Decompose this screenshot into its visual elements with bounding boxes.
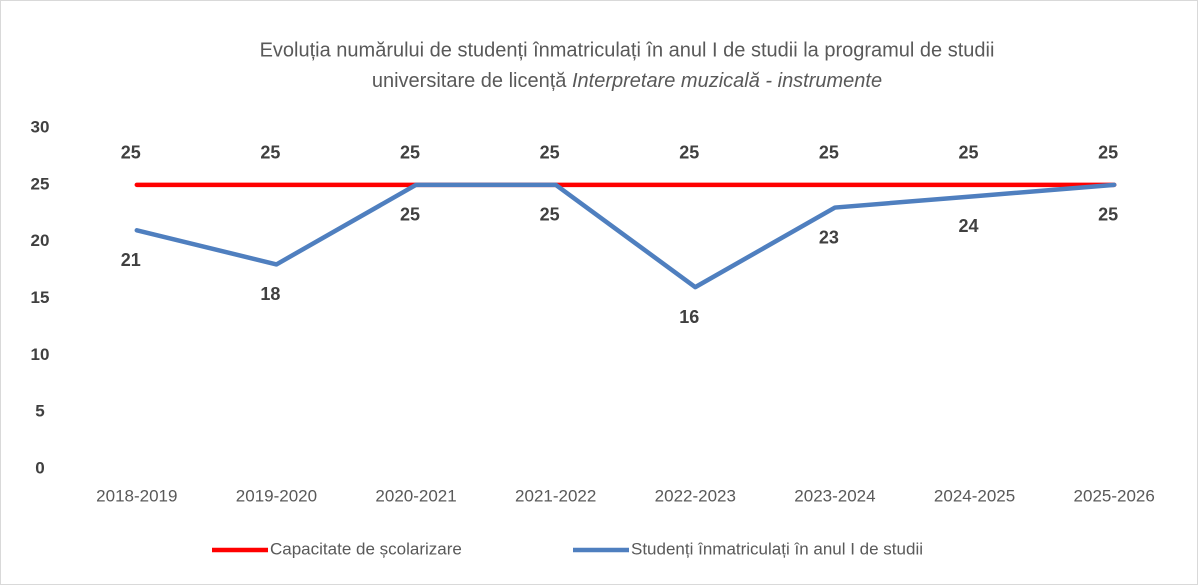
data-label: 25 bbox=[121, 143, 141, 163]
y-tick-label: 0 bbox=[35, 458, 44, 477]
x-tick-label: 2023-2024 bbox=[794, 486, 875, 505]
data-label: 25 bbox=[400, 205, 420, 225]
x-tick-label: 2019-2020 bbox=[236, 486, 317, 505]
data-label: 16 bbox=[679, 307, 699, 327]
legend-label: Capacitate de școlarizare bbox=[270, 539, 462, 558]
chart-title: universitare de licență bbox=[372, 70, 567, 92]
data-label: 18 bbox=[260, 284, 280, 304]
data-label: 25 bbox=[679, 143, 699, 163]
data-label: 25 bbox=[819, 143, 839, 163]
y-tick-label: 15 bbox=[31, 288, 50, 307]
data-label: 21 bbox=[121, 250, 141, 270]
chart-title: universitare de licență Interpretare muz… bbox=[372, 70, 882, 92]
x-tick-label: 2021-2022 bbox=[515, 486, 596, 505]
y-tick-label: 10 bbox=[31, 345, 50, 364]
data-label: 24 bbox=[959, 216, 979, 236]
legend-label: Studenți înmatriculați în anul I de stud… bbox=[631, 539, 923, 558]
data-label: 25 bbox=[400, 143, 420, 163]
data-label: 23 bbox=[819, 227, 839, 247]
y-tick-label: 20 bbox=[31, 231, 50, 250]
x-tick-label: 2022-2023 bbox=[655, 486, 736, 505]
data-label: 25 bbox=[540, 143, 560, 163]
y-tick-label: 5 bbox=[35, 402, 44, 421]
y-tick-label: 25 bbox=[31, 174, 50, 193]
x-tick-label: 2020-2021 bbox=[375, 486, 456, 505]
data-label: 25 bbox=[1098, 143, 1118, 163]
data-label: 25 bbox=[260, 143, 280, 163]
data-label: 25 bbox=[1098, 205, 1118, 225]
data-label: 25 bbox=[959, 143, 979, 163]
x-tick-label: 2018-2019 bbox=[96, 486, 177, 505]
data-label: 25 bbox=[540, 205, 560, 225]
series-line bbox=[134, 182, 1117, 290]
y-tick-label: 30 bbox=[31, 117, 50, 136]
chart-title: Evoluția numărului de studenți înmatricu… bbox=[260, 39, 995, 61]
x-tick-label: 2025-2026 bbox=[1074, 486, 1155, 505]
x-tick-label: 2024-2025 bbox=[934, 486, 1015, 505]
chart-title-italic: Interpretare muzicală - instrumente bbox=[572, 70, 882, 92]
